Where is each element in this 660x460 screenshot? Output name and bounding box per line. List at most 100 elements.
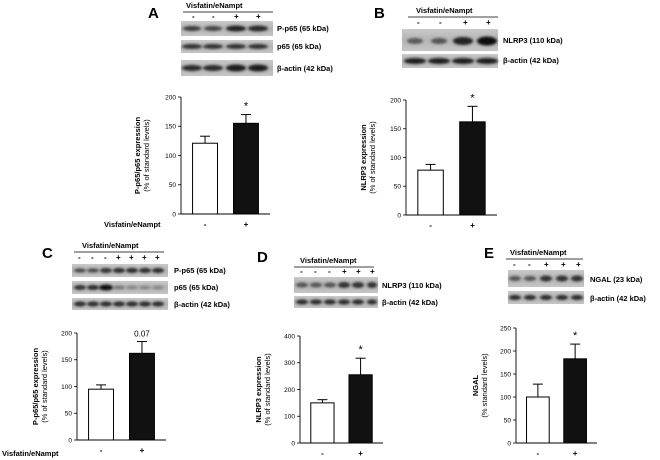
- chart-b-tick-label-2: 100: [390, 155, 401, 162]
- chart-d-tick-label-0: 0: [291, 440, 295, 447]
- chart-b-bar-0: [417, 169, 444, 216]
- chart-b-tick-label-3: 150: [390, 126, 401, 133]
- panel-b-sign-4: +: [486, 18, 491, 27]
- chart-b-y-axis-label-line-2: (% of standard levels): [368, 121, 377, 194]
- chart-a-y-axis-label-line-2: (% of standard levels): [142, 119, 151, 192]
- chart-d-category-label-1: +: [358, 449, 363, 458]
- chart-c-tick-label-2: 100: [61, 384, 72, 391]
- chart-b-tick-label-0: 0: [397, 212, 401, 219]
- panel-letter-e: E: [484, 245, 494, 262]
- panel-c-blot-strip-3: [72, 298, 168, 310]
- chart-b-tick-label-1: 50: [394, 184, 402, 191]
- chart-a-x-axis-label: Visfatin/eNampt: [104, 220, 161, 229]
- chart-e-tick-label-2: 100: [500, 394, 511, 401]
- panel-c-blot-label-2: p65 (65 kDa): [174, 283, 219, 292]
- panel-letter-c: C: [42, 245, 53, 262]
- chart-c-tick-label-0: 0: [68, 437, 72, 444]
- panel-d-blot-label-1: NLRP3 (110 kDa): [382, 281, 442, 290]
- chart-d-tick-label-2: 200: [284, 387, 295, 394]
- chart-c-y-axis-label-line-2: (% of standard levels): [40, 350, 49, 423]
- chart-a-category-label-0: -: [204, 220, 207, 229]
- chart-e-tick-label-0: 0: [507, 440, 511, 447]
- panel-letter-a: A: [148, 5, 159, 22]
- panel-b-blot-label-2: β-actin (42 kDa): [503, 56, 559, 65]
- chart-e-tick-label-4: 200: [500, 348, 511, 355]
- panel-c-blot-strip-2: [72, 281, 168, 294]
- chart-e-y-axis-label-line-2: (% standard levels): [480, 353, 489, 418]
- panel-e-blot-strip-1: [508, 270, 584, 287]
- chart-d-category-label-0: -: [321, 449, 324, 458]
- chart-d-y-axis-label: NLRP3 expression(% of standard levels): [254, 353, 272, 426]
- panel-e-blot-group: Visfatin/eNampt - - + + + NGAL (23 kDa) …: [506, 248, 646, 304]
- chart-a-y-axis-label: P-p65/p65 expression(% of standard level…: [133, 117, 151, 195]
- chart-b-y-axis-label-line-1: NLRP3 expression: [359, 124, 368, 191]
- chart-a-tick-label-4: 200: [165, 94, 176, 101]
- chart-d-y-axis-label-line-1: NLRP3 expression: [254, 356, 263, 423]
- chart-d-annotation: *: [358, 344, 363, 356]
- chart-b: 0 50 100 150 200 - + * NLRP3 expression(% of sta…: [359, 92, 497, 230]
- panel-e-blot-header: Visfatin/eNampt: [510, 248, 567, 257]
- panel-e-sign-5: +: [576, 260, 581, 269]
- panel-c-sign-5: +: [129, 253, 134, 262]
- chart-b-y-axis-label: NLRP3 expression(% of standard levels): [359, 121, 377, 194]
- chart-a-tick-label-2: 100: [165, 153, 176, 160]
- chart-a-bar-1: [233, 122, 259, 215]
- chart-e-category-label-0: -: [537, 449, 540, 458]
- chart-e-y-axis-label-line-1: NGAL: [471, 374, 480, 396]
- chart-c-annotation: 0.07: [134, 330, 150, 339]
- panel-c-sign-2: -: [91, 253, 94, 262]
- panel-d-blot-label-2: β-actin (42 kDa): [382, 298, 438, 307]
- chart-c: 0 50 100 150 200 - +0.07 P-p65/p65 expression(%…: [2, 330, 166, 458]
- chart-a-tick-label-1: 50: [169, 182, 177, 189]
- panel-c-blot-group: Visfatin/eNampt - - - + + + + P-p65 (65 …: [72, 241, 230, 310]
- panel-c-sign-3: -: [104, 253, 107, 262]
- panel-b-blot-strip-1: [402, 29, 498, 51]
- chart-e: 0 50 100 150 200 250 - + * NGAL(% standard levels…: [471, 325, 597, 458]
- chart-b-category-label-1: +: [470, 221, 475, 230]
- panel-c-sign-1: -: [78, 253, 81, 262]
- chart-c-tick-label-3: 150: [61, 357, 72, 364]
- panel-e-sign-3: +: [544, 260, 549, 269]
- chart-c-bar-0: [88, 388, 114, 441]
- panel-d-sign-6: +: [370, 267, 375, 276]
- chart-c-y-axis-label: P-p65/p65 expression(% of standard level…: [31, 348, 49, 426]
- chart-a-tick-label-0: 0: [172, 211, 176, 218]
- panel-a-blot-label-1: P-p65 (65 kDa): [277, 24, 329, 33]
- panel-b-blot-header: Visfatin/eNampt: [416, 6, 473, 15]
- chart-a-annotation: *: [244, 101, 249, 113]
- chart-c-x-axis-label: Visfatin/eNampt: [2, 449, 59, 458]
- panel-a-sign-2: -: [212, 12, 215, 21]
- panel-a-blot-group: Visfatin/eNampt - - + + P-p65 (65 kDa) p…: [181, 1, 333, 76]
- panel-a-blot-strip-3: [181, 60, 273, 76]
- chart-e-tick-label-5: 250: [500, 325, 511, 332]
- chart-e-category-label-1: +: [573, 449, 578, 458]
- chart-c-category-label-0: -: [100, 446, 103, 455]
- chart-e-tick-label-1: 50: [504, 417, 512, 424]
- chart-e-y-axis-label: NGAL(% standard levels): [471, 353, 489, 418]
- chart-d-tick-label-1: 100: [284, 414, 295, 421]
- panel-a-blot-label-2: p65 (65 kDa): [277, 42, 322, 51]
- panel-b-blot-label-1: NLRP3 (110 kDa): [503, 36, 563, 45]
- panel-a-sign-4: +: [256, 12, 261, 21]
- chart-d: 0 100 200 300 400 - + * NLRP3 expression(% of st…: [254, 333, 383, 458]
- panel-d-sign-4: +: [342, 267, 347, 276]
- panel-a-sign-3: +: [234, 12, 239, 21]
- panel-d-sign-5: +: [356, 267, 361, 276]
- panel-c-blot-header: Visfatin/eNampt: [82, 241, 139, 250]
- panel-e-sign-2: -: [528, 260, 531, 269]
- panel-b-sign-3: +: [463, 18, 468, 27]
- panel-e-blot-label-1: NGAL (23 kDa): [590, 275, 643, 284]
- panel-c-sign-4: +: [116, 253, 121, 262]
- chart-e-bar-0: [526, 396, 550, 444]
- panel-b-sign-2: -: [439, 18, 442, 27]
- chart-e-tick-label-3: 150: [500, 371, 511, 378]
- panel-c-blot-label-1: P-p65 (65 kDa): [174, 266, 226, 275]
- chart-a: 0 50 100 150 200 - + * P-p65/p65 expression(% of…: [104, 94, 270, 229]
- panel-d-blot-group: Visfatin/eNampt - - - + + + NLRP3 (110 k…: [294, 256, 442, 308]
- panel-d-sign-3: -: [328, 267, 331, 276]
- panel-c-blot-strip-1: [72, 264, 168, 277]
- chart-a-category-label-1: +: [244, 220, 249, 229]
- chart-b-tick-label-4: 200: [390, 97, 401, 104]
